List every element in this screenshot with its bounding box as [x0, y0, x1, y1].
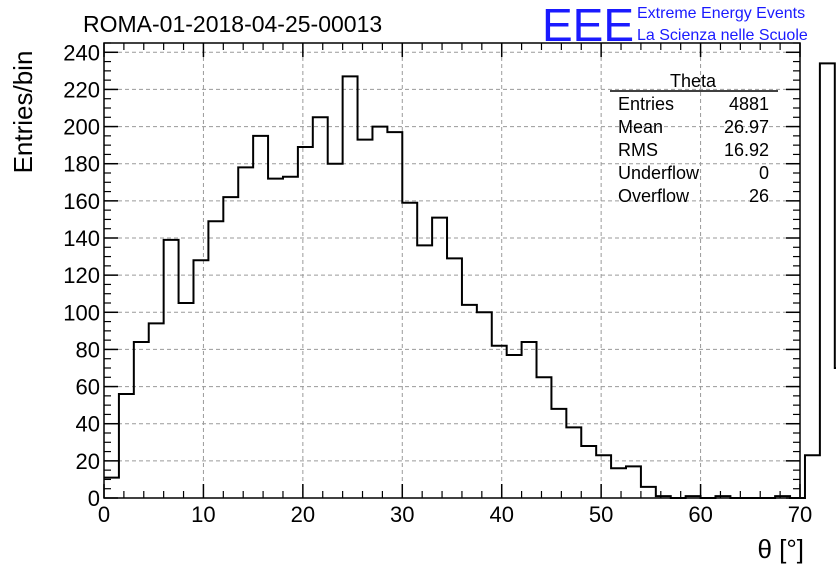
y-tick-label: 40: [76, 412, 100, 437]
histogram-bin: [596, 455, 611, 498]
stats-title: Theta: [670, 71, 717, 91]
stats-label: Entries: [618, 94, 674, 114]
stats-value: 26.97: [724, 117, 769, 137]
x-tick-label: 50: [589, 502, 613, 527]
histogram-bin: [537, 377, 552, 498]
histogram-bin: [447, 258, 462, 498]
stats-label: Underflow: [618, 163, 700, 183]
histogram-bin: [462, 305, 477, 498]
y-tick-label: 0: [88, 486, 100, 511]
histogram-bin: [179, 303, 194, 498]
histogram-bin: [551, 409, 566, 498]
histogram-bin: [402, 203, 417, 498]
stats-value: 4881: [729, 94, 769, 114]
stats-box: Theta Entries 4881 Mean 26.97 RMS 16.92 Underf…: [610, 71, 778, 206]
x-tick-label: 0: [98, 502, 110, 527]
eee-logo-mark: EEE: [542, 0, 634, 51]
histogram-bin: [581, 446, 596, 498]
stats-label: RMS: [618, 140, 658, 160]
stats-label: Mean: [618, 117, 663, 137]
histogram-bin: [611, 468, 626, 498]
histogram-bin: [805, 455, 820, 498]
histogram-bin: [522, 342, 537, 498]
y-tick-label: 60: [76, 375, 100, 400]
eee-logo: EEE Extreme Energy Events La Scienza nel…: [542, 0, 808, 51]
x-tick-label: 30: [390, 502, 414, 527]
histogram-bin: [193, 260, 208, 498]
stats-rows: Entries 4881 Mean 26.97 RMS 16.92 Underflow 0 Ov…: [618, 94, 769, 206]
stats-value: 0: [759, 163, 769, 183]
axis-ticks: [103, 42, 801, 499]
y-tick-label: 180: [63, 152, 100, 177]
y-tick-label: 120: [63, 263, 100, 288]
histogram-bin: [477, 312, 492, 498]
histogram-bin: [387, 132, 402, 498]
y-axis-title: Entries/bin: [8, 51, 38, 174]
histogram-bin: [253, 136, 268, 498]
histogram-bin: [104, 478, 119, 498]
histogram-bin: [492, 346, 507, 498]
histogram-bin: [358, 140, 373, 498]
histogram-bin: [164, 240, 179, 498]
histogram-bin: [238, 167, 253, 498]
histogram-bin: [417, 245, 432, 498]
x-tick-label: 20: [291, 502, 315, 527]
histogram-bin: [566, 427, 581, 498]
x-tick-label: 60: [688, 502, 712, 527]
y-tick-label: 220: [63, 77, 100, 102]
histogram-outline: [104, 62, 836, 499]
y-tick-label: 100: [63, 300, 100, 325]
histogram-bin: [626, 466, 641, 498]
grid-lines: [104, 43, 800, 498]
histogram-bin: [507, 355, 522, 498]
x-axis-title: θ [°]: [757, 534, 804, 564]
y-tick-label: 240: [63, 40, 100, 65]
histogram-bin: [641, 487, 656, 498]
y-tick-label: 80: [76, 337, 100, 362]
y-tick-label: 200: [63, 115, 100, 140]
histogram-bin: [134, 342, 149, 498]
y-tick-label: 140: [63, 226, 100, 251]
x-tick-label: 10: [191, 502, 215, 527]
histogram-bin: [268, 179, 283, 498]
x-tick-label: 40: [489, 502, 513, 527]
histogram-bin: [283, 177, 298, 498]
histogram-bin: [343, 76, 358, 498]
stats-label: Overflow: [618, 186, 690, 206]
plot-frame: [103, 42, 801, 499]
histogram-bin: [432, 218, 447, 498]
histogram-bin: [820, 63, 835, 498]
eee-logo-line1: Extreme Energy Events: [637, 5, 805, 22]
histogram-bin: [208, 221, 223, 498]
histogram-bin: [328, 164, 343, 498]
histogram-bin: [223, 197, 238, 498]
histogram-bin: [119, 394, 134, 498]
histogram-bin: [298, 147, 313, 498]
stats-value: 16.92: [724, 140, 769, 160]
y-tick-label: 160: [63, 189, 100, 214]
stats-value: 26: [749, 186, 769, 206]
x-tick-label: 70: [788, 502, 812, 527]
histogram-bin: [313, 117, 328, 498]
histogram-bars: [104, 62, 836, 499]
chart-title: ROMA-01-2018-04-25-00013: [83, 11, 382, 37]
eee-logo-line2: La Scienza nelle Scuole: [637, 27, 808, 44]
y-tick-label: 20: [76, 449, 100, 474]
tick-labels: 0 10 20 30 40 50 60 70 0 20 40 60 80 100 120 140 160 180 2…: [63, 40, 812, 527]
